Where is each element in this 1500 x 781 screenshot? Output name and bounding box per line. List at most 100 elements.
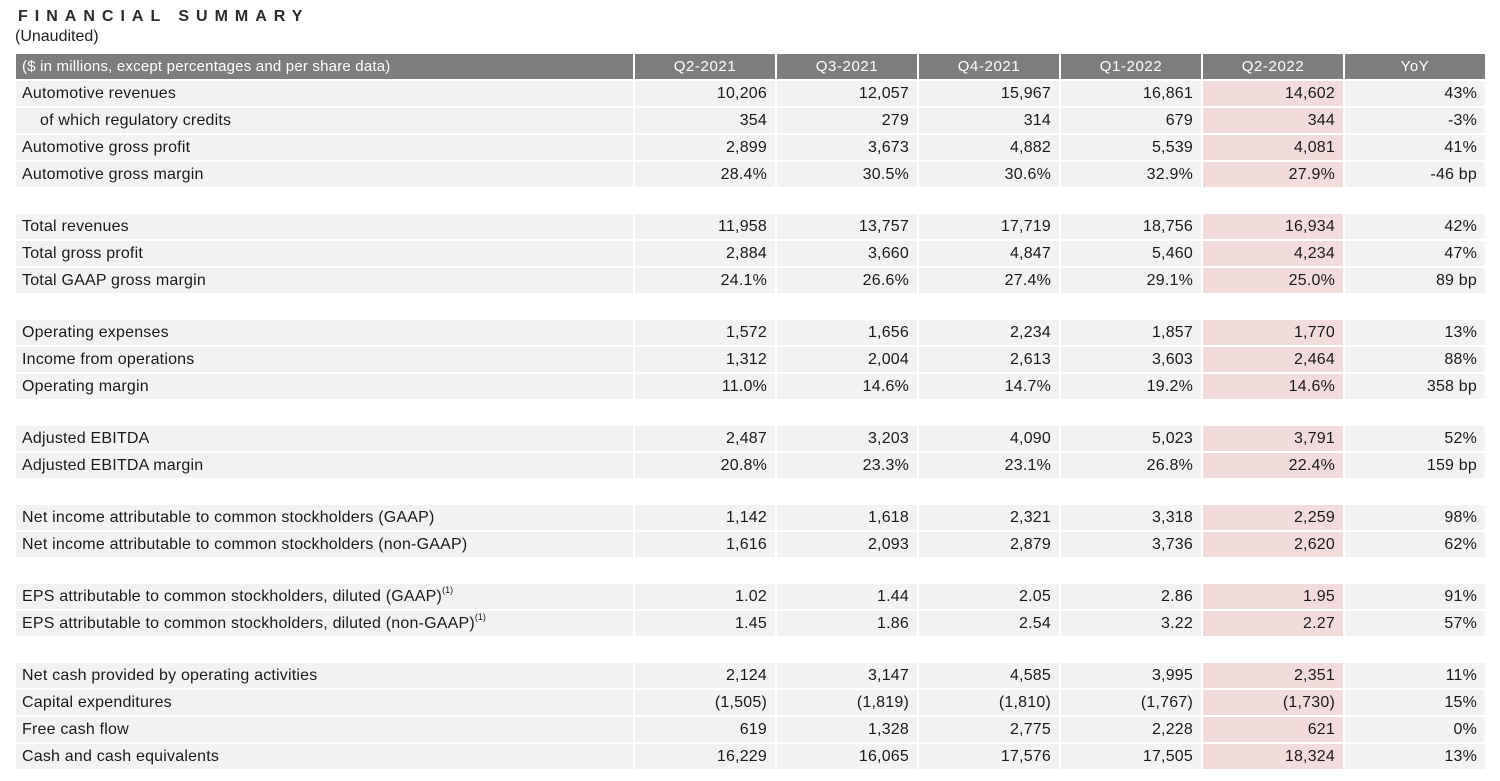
- value-cell: 11%: [1345, 663, 1485, 688]
- value-cell: 62%: [1345, 532, 1485, 557]
- value-cell: 14.7%: [919, 374, 1059, 399]
- footnote-marker: (1): [474, 612, 486, 623]
- spacer-cell: [16, 559, 1485, 582]
- table-row: Net income attributable to common stockh…: [16, 532, 1485, 557]
- row-label: Adjusted EBITDA margin: [16, 453, 633, 478]
- table-row: Net income attributable to common stockh…: [16, 505, 1485, 530]
- row-label: Income from operations: [16, 347, 633, 372]
- spacer-cell: [16, 401, 1485, 424]
- value-cell: 28.4%: [635, 162, 775, 187]
- table-row: Total GAAP gross margin 24.1% 26.6% 27.4% 29…: [16, 268, 1485, 293]
- value-cell-highlighted: 14,602: [1203, 81, 1343, 106]
- value-cell: 10,206: [635, 81, 775, 106]
- value-cell: 19.2%: [1061, 374, 1201, 399]
- value-cell: 20.8%: [635, 453, 775, 478]
- table-row: Adjusted EBITDA margin 20.8% 23.3% 23.1% 26.…: [16, 453, 1485, 478]
- value-cell: 47%: [1345, 241, 1485, 266]
- value-cell: 12,057: [777, 81, 917, 106]
- header-units-note: ($ in millions, except percentages and p…: [16, 54, 633, 79]
- section-spacer: [16, 480, 1485, 503]
- value-cell: 0%: [1345, 717, 1485, 742]
- row-label: Capital expenditures: [16, 690, 633, 715]
- value-cell: 1,656: [777, 320, 917, 345]
- value-cell-highlighted: 14.6%: [1203, 374, 1343, 399]
- row-label: Total GAAP gross margin: [16, 268, 633, 293]
- value-cell: -46 bp: [1345, 162, 1485, 187]
- value-cell: 16,861: [1061, 81, 1201, 106]
- table-row: Operating margin 11.0% 14.6% 14.7% 19.2% 14.6…: [16, 374, 1485, 399]
- value-cell: 89 bp: [1345, 268, 1485, 293]
- value-cell: 42%: [1345, 214, 1485, 239]
- table-row: EPS attributable to common stockholders,…: [16, 611, 1485, 636]
- value-cell: 13%: [1345, 320, 1485, 345]
- value-cell: 2,487: [635, 426, 775, 451]
- table-row: Capital expenditures (1,505) (1,819) (1,810…: [16, 690, 1485, 715]
- value-cell: 2.54: [919, 611, 1059, 636]
- value-cell: 2,321: [919, 505, 1059, 530]
- spacer-cell: [16, 480, 1485, 503]
- footnote-marker: (1): [442, 585, 454, 596]
- value-cell: 4,585: [919, 663, 1059, 688]
- value-cell: 4,090: [919, 426, 1059, 451]
- table-row: Total gross profit 2,884 3,660 4,847 5,460 4,…: [16, 241, 1485, 266]
- value-cell-highlighted: 4,081: [1203, 135, 1343, 160]
- table-row: Free cash flow 619 1,328 2,775 2,228 621 0%: [16, 717, 1485, 742]
- value-cell: 2.05: [919, 584, 1059, 609]
- value-cell: 4,847: [919, 241, 1059, 266]
- value-cell: 2,228: [1061, 717, 1201, 742]
- value-cell: 15,967: [919, 81, 1059, 106]
- value-cell: 1,618: [777, 505, 917, 530]
- value-cell: 16,065: [777, 744, 917, 769]
- table-header-row: ($ in millions, except percentages and p…: [16, 54, 1485, 79]
- value-cell: (1,767): [1061, 690, 1201, 715]
- header-col-q1-2022: Q1-2022: [1061, 54, 1201, 79]
- table-row: Net cash provided by operating activitie…: [16, 663, 1485, 688]
- row-label: Operating margin: [16, 374, 633, 399]
- value-cell: 30.5%: [777, 162, 917, 187]
- header-col-q4-2021: Q4-2021: [919, 54, 1059, 79]
- header-col-q3-2021: Q3-2021: [777, 54, 917, 79]
- value-cell: 1,857: [1061, 320, 1201, 345]
- spacer-cell: [16, 189, 1485, 212]
- value-cell-highlighted: 2,259: [1203, 505, 1343, 530]
- row-label: Operating expenses: [16, 320, 633, 345]
- value-cell: 2.86: [1061, 584, 1201, 609]
- value-cell-highlighted: 22.4%: [1203, 453, 1343, 478]
- value-cell: 3,736: [1061, 532, 1201, 557]
- header-col-q2-2021: Q2-2021: [635, 54, 775, 79]
- section-spacer: [16, 638, 1485, 661]
- value-cell: 5,539: [1061, 135, 1201, 160]
- value-cell-highlighted: 16,934: [1203, 214, 1343, 239]
- row-label: Total gross profit: [16, 241, 633, 266]
- row-label: Adjusted EBITDA: [16, 426, 633, 451]
- value-cell: 1.86: [777, 611, 917, 636]
- value-cell: 1.45: [635, 611, 775, 636]
- value-cell: 30.6%: [919, 162, 1059, 187]
- value-cell: 679: [1061, 108, 1201, 133]
- table-row: EPS attributable to common stockholders,…: [16, 584, 1485, 609]
- value-cell-highlighted: 1,770: [1203, 320, 1343, 345]
- value-cell: 11.0%: [635, 374, 775, 399]
- value-cell-highlighted: 2,351: [1203, 663, 1343, 688]
- value-cell: 11,958: [635, 214, 775, 239]
- value-cell: 4,882: [919, 135, 1059, 160]
- value-cell: 1,616: [635, 532, 775, 557]
- value-cell: 2,879: [919, 532, 1059, 557]
- row-label: Total revenues: [16, 214, 633, 239]
- section-spacer: [16, 295, 1485, 318]
- value-cell-highlighted: 3,791: [1203, 426, 1343, 451]
- value-cell: 2,124: [635, 663, 775, 688]
- value-cell: 2,884: [635, 241, 775, 266]
- table-row: Automotive gross profit 2,899 3,673 4,882 5,…: [16, 135, 1485, 160]
- value-cell: 2,093: [777, 532, 917, 557]
- value-cell-highlighted: 18,324: [1203, 744, 1343, 769]
- table-row: Automotive revenues 10,206 12,057 15,967 16,…: [16, 81, 1485, 106]
- financial-summary-table: ($ in millions, except percentages and p…: [14, 52, 1487, 771]
- row-label: EPS attributable to common stockholders,…: [16, 584, 633, 609]
- value-cell: 3,318: [1061, 505, 1201, 530]
- value-cell: 1,572: [635, 320, 775, 345]
- table-row: Automotive gross margin 28.4% 30.5% 30.6% 32…: [16, 162, 1485, 187]
- header-col-yoy: YoY: [1345, 54, 1485, 79]
- spacer-cell: [16, 295, 1485, 318]
- value-cell: 3,147: [777, 663, 917, 688]
